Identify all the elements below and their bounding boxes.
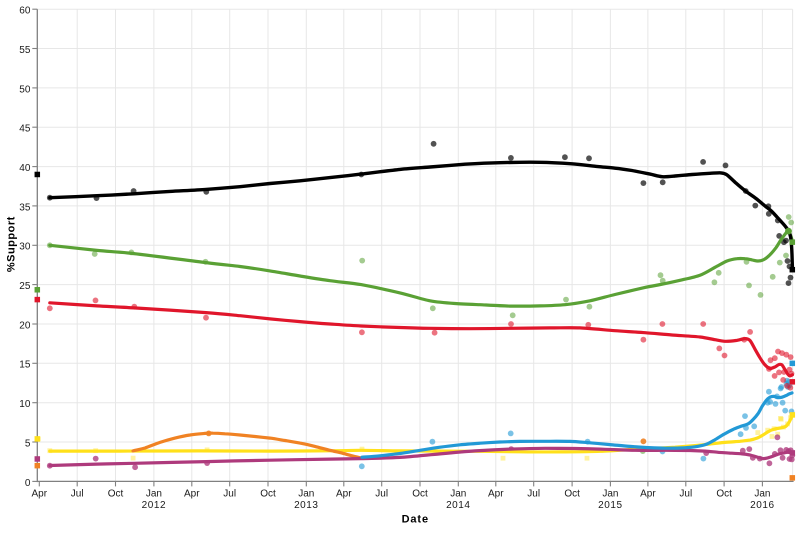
svg-text:Apr: Apr — [336, 489, 352, 500]
svg-text:Oct: Oct — [716, 489, 732, 500]
svg-text:Jan: Jan — [602, 489, 618, 500]
svg-text:Jan: Jan — [450, 489, 466, 500]
svg-text:Apr: Apr — [184, 489, 200, 500]
svg-text:25: 25 — [19, 281, 31, 292]
svg-text:60: 60 — [19, 6, 31, 17]
svg-text:Jan: Jan — [754, 489, 770, 500]
svg-text:45: 45 — [19, 124, 31, 135]
svg-text:Jul: Jul — [71, 489, 84, 500]
svg-text:Jul: Jul — [679, 489, 692, 500]
svg-text:40: 40 — [19, 163, 31, 174]
svg-text:Jul: Jul — [527, 489, 540, 500]
svg-text:Jul: Jul — [375, 489, 388, 500]
svg-text:35: 35 — [19, 202, 31, 213]
svg-text:10: 10 — [19, 399, 31, 410]
svg-text:Date: Date — [402, 513, 429, 525]
svg-text:2016: 2016 — [750, 500, 774, 511]
svg-text:5: 5 — [25, 438, 31, 449]
svg-text:2012: 2012 — [142, 500, 166, 511]
svg-text:2013: 2013 — [294, 500, 318, 511]
svg-text:50: 50 — [19, 84, 31, 95]
svg-text:Apr: Apr — [32, 489, 48, 500]
svg-text:20: 20 — [19, 320, 31, 331]
svg-text:0: 0 — [25, 478, 31, 489]
svg-text:Oct: Oct — [260, 489, 276, 500]
svg-text:15: 15 — [19, 360, 31, 371]
svg-text:Oct: Oct — [108, 489, 124, 500]
svg-text:Jan: Jan — [298, 489, 314, 500]
svg-text:Jul: Jul — [223, 489, 236, 500]
svg-text:%Support: %Support — [5, 216, 17, 272]
svg-text:Oct: Oct — [564, 489, 580, 500]
svg-text:2014: 2014 — [446, 500, 470, 511]
svg-text:Oct: Oct — [412, 489, 428, 500]
svg-text:30: 30 — [19, 242, 31, 253]
svg-text:2015: 2015 — [598, 500, 622, 511]
svg-text:Apr: Apr — [640, 489, 656, 500]
svg-text:Jan: Jan — [146, 489, 162, 500]
svg-text:Apr: Apr — [488, 489, 504, 500]
svg-text:55: 55 — [19, 45, 31, 56]
